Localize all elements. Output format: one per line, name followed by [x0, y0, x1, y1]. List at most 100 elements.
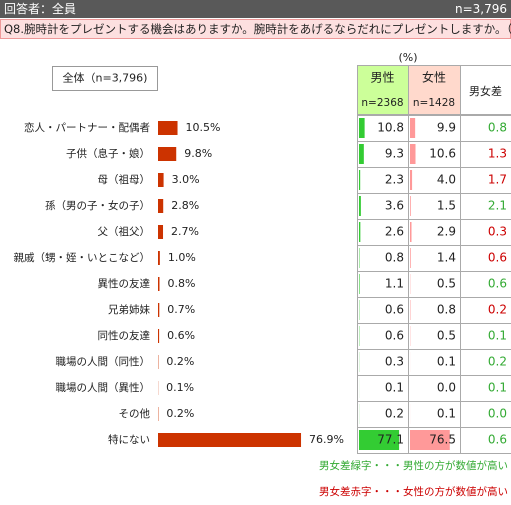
- value-label: 0.2%: [166, 355, 194, 368]
- cell-value: 0.8: [437, 303, 456, 317]
- category-label: 父（祖父）: [98, 225, 151, 238]
- category-label: 異性の友達: [98, 277, 151, 290]
- cell-bar: [359, 170, 361, 190]
- value-label: 0.2%: [166, 407, 194, 420]
- cell: [357, 323, 409, 350]
- cell: [357, 401, 409, 428]
- cell-bar: [359, 222, 361, 242]
- cell-bar: [410, 196, 411, 216]
- value-label: 10.5%: [186, 121, 221, 134]
- cell: [408, 193, 461, 220]
- category-label: 特にない: [108, 434, 150, 446]
- cell-value: 9.9: [437, 121, 456, 135]
- cell: [357, 193, 409, 220]
- cell: [460, 245, 511, 272]
- diff-value: 0.8: [488, 121, 507, 135]
- column-header: [408, 65, 461, 115]
- cell-value: 0.5: [437, 277, 456, 291]
- bar: [158, 199, 164, 213]
- cell: [460, 401, 511, 428]
- cell-value: 0.0: [437, 381, 456, 395]
- cell-bar: [410, 222, 412, 242]
- cell-value: 2.9: [437, 225, 456, 239]
- cell-value: 0.5: [437, 329, 456, 343]
- category-label: 孫（男の子・女の子）: [45, 199, 150, 212]
- category-label: 母（祖母）: [98, 173, 151, 186]
- cell-value: 1.4: [437, 251, 456, 265]
- value-label: 2.8%: [171, 199, 199, 212]
- bar: [158, 225, 164, 239]
- column-name: 女性: [422, 70, 446, 85]
- value-label: 0.8%: [167, 277, 195, 290]
- column-header: [357, 65, 409, 115]
- header-bar: [0, 0, 511, 18]
- cell: [460, 375, 511, 402]
- column-header: [460, 65, 511, 115]
- bar: [158, 121, 178, 135]
- unit: (%): [398, 51, 417, 64]
- cell-value: 0.1: [437, 355, 456, 369]
- question: Q8.腕時計をプレゼントする機会はありますか。腕時計をあげるならだれにプレゼント…: [4, 22, 511, 36]
- value-label: 3.0%: [172, 173, 200, 186]
- cell-value: 10.8: [377, 121, 404, 135]
- category-label: 同性の友達: [98, 329, 151, 342]
- cell: [460, 427, 511, 454]
- header-n: n=3,796: [455, 2, 507, 16]
- category-label: 恋人・パートナー・配偶者: [24, 121, 150, 134]
- cell-value: 0.1: [437, 407, 456, 421]
- cell-value: 2.3: [385, 173, 404, 187]
- bar: [158, 147, 177, 161]
- bar: [158, 329, 160, 343]
- cell: [460, 115, 511, 142]
- column-n: n=2368: [361, 97, 403, 109]
- category-label: 職場の人間（異性）: [56, 381, 151, 394]
- cell: [357, 375, 409, 402]
- diff-value: 0.1: [488, 381, 507, 395]
- cell: [357, 219, 409, 246]
- diff-value: 0.6: [488, 433, 507, 447]
- bar: [158, 251, 160, 265]
- cell-bar: [410, 248, 411, 268]
- column-n: n=1428: [413, 97, 455, 109]
- cell: [408, 141, 461, 168]
- category-label: 子供（息子・娘）: [66, 147, 150, 160]
- value-label: 9.8%: [184, 147, 212, 160]
- value-label: 0.1%: [166, 381, 194, 394]
- cell-bar: [410, 170, 413, 190]
- value-label: 2.7%: [171, 225, 199, 238]
- respondents: 回答者：全員: [4, 1, 76, 16]
- cell-bar: [410, 118, 416, 138]
- cell-value: 3.6: [385, 199, 404, 213]
- cell-value: 0.6: [385, 329, 404, 343]
- value-label: 1.0%: [168, 251, 196, 264]
- cell: [460, 193, 511, 220]
- diff-value: 0.2: [488, 303, 507, 317]
- cell-value: 2.6: [385, 225, 404, 239]
- value-label: 76.9%: [309, 433, 344, 446]
- cell-bar: [359, 430, 400, 450]
- cell: [408, 115, 461, 142]
- cell-bar: [359, 118, 365, 138]
- diff-value: 0.1: [488, 329, 507, 343]
- value-label: 0.6%: [167, 329, 195, 342]
- cell: [408, 167, 461, 194]
- cell: [357, 167, 409, 194]
- cell-value: 9.3: [385, 147, 404, 161]
- diff-value: 0.0: [488, 407, 507, 421]
- category-label: その他: [119, 407, 151, 420]
- category-label: 親戚（甥・姪・いとこなど）: [14, 251, 151, 264]
- cell-value: 0.6: [385, 303, 404, 317]
- value-label: 0.7%: [167, 303, 195, 316]
- column-name: 男性: [370, 71, 394, 85]
- cell: [460, 349, 511, 376]
- cell-value: 0.8: [385, 251, 404, 265]
- diff-value: 0.3: [488, 225, 507, 239]
- cell: [357, 141, 409, 168]
- cell-bar: [410, 144, 416, 164]
- cell-bar: [410, 430, 450, 450]
- cell-value: 0.2: [385, 407, 404, 421]
- diff-value: 1.7: [488, 173, 507, 187]
- diff-value: 2.1: [488, 199, 507, 213]
- cell-bar: [359, 196, 361, 216]
